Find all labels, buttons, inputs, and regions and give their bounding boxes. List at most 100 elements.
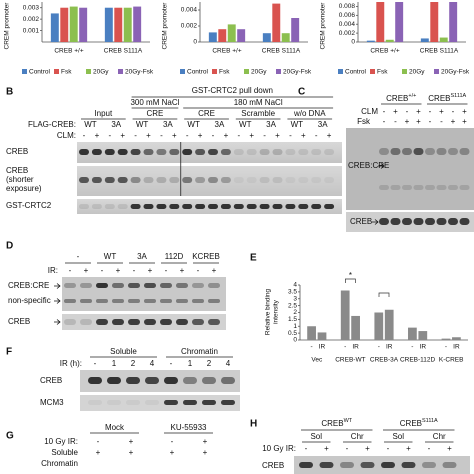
blot — [62, 277, 226, 311]
lane-label: - — [305, 444, 308, 453]
lane-label: + — [96, 448, 101, 457]
panel-label: C — [298, 87, 305, 98]
band-label: CREB — [40, 376, 62, 385]
legend-swatch — [54, 69, 59, 74]
bar — [114, 7, 123, 42]
band — [459, 218, 470, 225]
band — [176, 283, 188, 288]
band — [448, 148, 458, 155]
band — [436, 218, 447, 225]
treatment-label: KU-55933 — [170, 423, 207, 432]
y-tick-label: 3 — [293, 295, 297, 302]
lane-label: - — [197, 266, 200, 275]
band — [112, 319, 124, 325]
band — [202, 377, 216, 384]
band — [64, 319, 76, 325]
panel-label: G — [6, 431, 14, 442]
band — [311, 204, 322, 209]
bar — [340, 290, 350, 340]
lane-label: WT — [187, 120, 200, 129]
band — [160, 319, 172, 325]
bar — [430, 2, 439, 42]
lane-label: + — [180, 266, 185, 275]
band — [208, 283, 220, 288]
lane-label: - — [429, 107, 432, 116]
bar-label: - — [445, 344, 447, 351]
bar — [237, 29, 246, 42]
band — [272, 177, 283, 183]
lane-label: - — [212, 131, 215, 140]
band — [459, 185, 470, 190]
genotype: CREB — [321, 419, 343, 428]
band — [80, 299, 92, 303]
bar — [384, 309, 394, 340]
lane-label: + — [198, 131, 203, 140]
band — [246, 204, 257, 209]
lane-label: + — [324, 444, 329, 453]
bar — [351, 315, 360, 340]
fraction-label: Chr — [351, 432, 364, 441]
bar-label: IR — [420, 344, 427, 351]
lane-label: + — [84, 266, 89, 275]
band — [91, 204, 102, 209]
legend-swatch — [244, 69, 249, 74]
bracket — [345, 278, 356, 283]
band — [79, 149, 89, 155]
y-tick-label: 0.003 — [23, 4, 40, 11]
lane-label: - — [394, 117, 397, 126]
lane-label: - — [69, 266, 72, 275]
y-axis-label: intensity — [273, 299, 280, 324]
legend-label: Control — [187, 69, 209, 76]
lane-label: + — [224, 131, 229, 140]
band — [117, 177, 128, 183]
genotype-superscript: +/+ — [408, 93, 416, 99]
legend-swatch — [118, 69, 123, 74]
legend-swatch — [402, 69, 407, 74]
band — [79, 177, 89, 183]
band — [80, 283, 92, 288]
band — [379, 218, 389, 225]
lane-label: - — [440, 117, 443, 126]
y-tick-label: 3.5 — [288, 289, 297, 296]
band — [221, 400, 235, 405]
x-tick-label: CREB S111A — [262, 48, 301, 55]
bar-label: - — [378, 344, 380, 351]
treatment-label: Mock — [105, 423, 125, 432]
x-tick-label: K-CREB — [439, 357, 464, 364]
bar-label: - — [411, 344, 413, 351]
x-tick-label: CREB-WT — [335, 357, 365, 364]
bar — [366, 40, 375, 42]
legend-swatch — [338, 69, 343, 74]
lane-label: + — [451, 117, 456, 126]
band — [104, 149, 115, 155]
bar — [376, 2, 385, 42]
bar — [69, 6, 78, 43]
band — [285, 177, 296, 183]
x-tick-label: CREB-112D — [400, 357, 436, 364]
band — [91, 177, 102, 183]
band — [360, 462, 375, 468]
genotype-label: CREBS111A — [428, 93, 466, 103]
y-tick-label: 0.002 — [181, 23, 198, 30]
lane-label: + — [405, 117, 410, 126]
band — [160, 299, 172, 303]
band — [324, 204, 335, 209]
row-label: IR (h): — [60, 359, 82, 368]
legend-label: 20Gy — [93, 69, 109, 76]
lane-label: + — [365, 444, 370, 453]
band — [126, 377, 140, 384]
lane-label: 3A — [215, 120, 225, 129]
band — [96, 319, 108, 325]
lane-label: + — [146, 131, 151, 140]
band — [144, 299, 156, 303]
lane-label: - — [186, 131, 189, 140]
legend-swatch — [434, 69, 439, 74]
lane-label: - — [452, 107, 455, 116]
band — [436, 185, 447, 190]
lane-label: 1 — [188, 359, 193, 368]
blot-label: CREB — [6, 147, 28, 156]
panel-label: F — [6, 347, 12, 358]
pull-down-title: GST-CRTC2 pull down — [192, 86, 273, 95]
lane-label: + — [95, 131, 100, 140]
y-tick-label: 0.5 — [288, 330, 297, 337]
